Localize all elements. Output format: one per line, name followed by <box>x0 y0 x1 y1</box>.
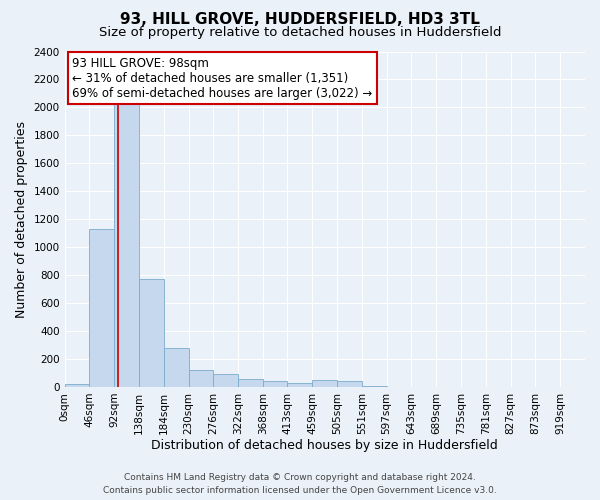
Bar <box>263 382 287 387</box>
Bar <box>287 383 312 387</box>
Text: Size of property relative to detached houses in Huddersfield: Size of property relative to detached ho… <box>99 26 501 39</box>
Text: 93, HILL GROVE, HUDDERSFIELD, HD3 3TL: 93, HILL GROVE, HUDDERSFIELD, HD3 3TL <box>120 12 480 28</box>
Bar <box>238 380 263 387</box>
X-axis label: Distribution of detached houses by size in Huddersfield: Distribution of detached houses by size … <box>151 440 498 452</box>
Text: 93 HILL GROVE: 98sqm
← 31% of detached houses are smaller (1,351)
69% of semi-de: 93 HILL GROVE: 98sqm ← 31% of detached h… <box>73 56 373 100</box>
Bar <box>89 229 114 387</box>
Text: Contains HM Land Registry data © Crown copyright and database right 2024.
Contai: Contains HM Land Registry data © Crown c… <box>103 474 497 495</box>
Bar <box>164 348 188 387</box>
Bar <box>362 386 386 387</box>
Y-axis label: Number of detached properties: Number of detached properties <box>15 120 28 318</box>
Bar <box>188 370 214 387</box>
Bar <box>214 374 238 387</box>
Bar <box>65 384 89 387</box>
Bar <box>337 382 362 387</box>
Bar <box>114 94 139 387</box>
Bar <box>139 280 164 387</box>
Bar <box>312 380 337 387</box>
